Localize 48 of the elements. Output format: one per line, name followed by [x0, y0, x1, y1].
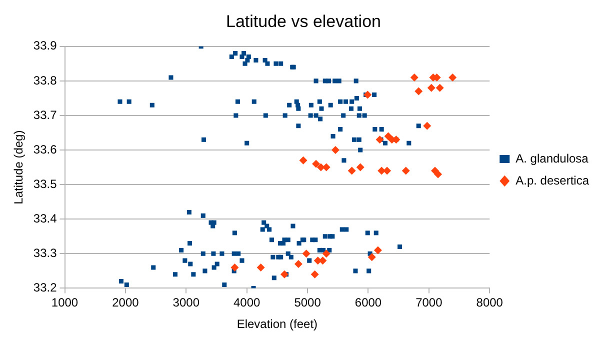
point	[230, 263, 239, 272]
legend-label: A. glandulosa	[516, 151, 589, 166]
point	[427, 84, 436, 92]
point	[414, 87, 423, 96]
y-tick-label: 33.6	[33, 142, 58, 156]
x-tick-label: 8000	[476, 296, 504, 310]
y-tick-label: 33.2	[33, 280, 58, 295]
x-tick-label: 4000	[233, 296, 261, 310]
y-tick-label: 33.5	[33, 176, 58, 191]
y-tick-label: 33.9	[33, 38, 58, 53]
y-tick-label: 33.4	[33, 211, 58, 226]
point	[280, 270, 288, 278]
x-tick-label: 5000	[294, 296, 322, 310]
point	[434, 170, 442, 178]
chart-title: Latitude vs elevation	[226, 12, 381, 31]
point	[376, 136, 384, 144]
point	[310, 270, 319, 278]
y-tick-label: 33.8	[33, 73, 58, 88]
point	[294, 260, 302, 268]
point	[256, 263, 265, 272]
point	[364, 90, 372, 99]
y-tick-label: 33.3	[33, 246, 58, 260]
legend-label: A.p. desertica	[516, 173, 590, 188]
point	[368, 253, 376, 262]
point	[448, 73, 457, 82]
x-axis-title: Elevation (feet)	[236, 317, 318, 332]
y-axis-title: Latitude (deg)	[12, 130, 26, 204]
point	[322, 250, 330, 258]
x-tick-label: 3000	[172, 296, 200, 310]
point	[436, 84, 444, 92]
y-tick-label: 33.7	[33, 108, 58, 122]
point	[402, 166, 410, 175]
point	[331, 146, 340, 154]
point	[374, 246, 382, 254]
x-tick-label: 2000	[112, 296, 140, 310]
point	[356, 163, 364, 172]
point	[384, 132, 392, 140]
point	[423, 122, 432, 130]
point	[383, 166, 392, 175]
point	[302, 250, 310, 258]
x-tick-label: 1000	[51, 296, 78, 310]
point	[316, 163, 325, 172]
point	[312, 160, 320, 168]
x-tick-label: 6000	[354, 296, 382, 310]
point	[299, 156, 308, 164]
point	[348, 166, 356, 175]
point	[410, 73, 418, 82]
x-tick-label: 7000	[416, 296, 443, 310]
